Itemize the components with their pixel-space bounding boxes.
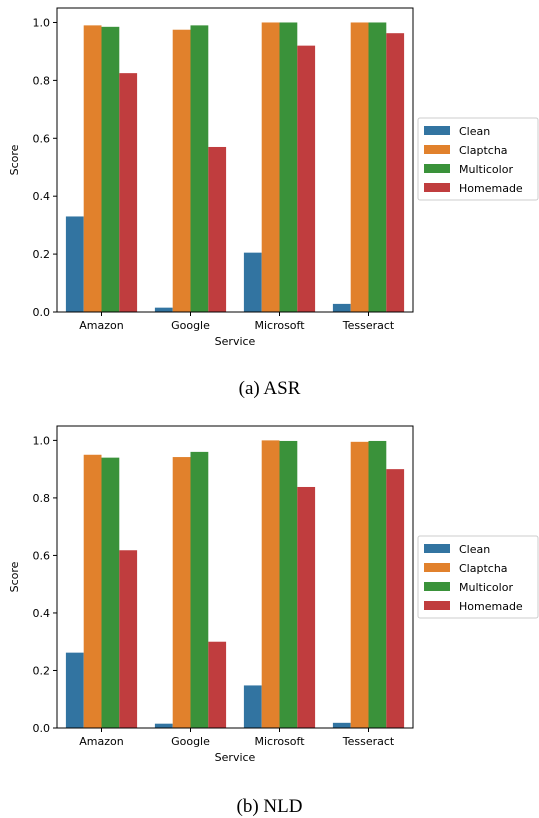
bar-homemade-microsoft [297, 45, 316, 313]
x-tick-label: Tesseract [342, 735, 395, 748]
bar-clean-google [154, 723, 173, 728]
y-tick-label: 0.2 [33, 664, 51, 677]
bar-homemade-google [208, 641, 227, 728]
y-tick-label: 1.0 [33, 434, 51, 447]
x-tick-label: Amazon [79, 319, 123, 332]
bar-homemade-microsoft [297, 486, 316, 728]
legend-swatch-claptcha [424, 563, 450, 572]
legend-swatch-multicolor [424, 164, 450, 173]
legend-swatch-clean [424, 544, 450, 553]
legend-swatch-claptcha [424, 145, 450, 154]
bar-claptcha-microsoft [261, 440, 280, 728]
legend-label-claptcha: Claptcha [459, 562, 508, 575]
y-tick-label: 0.4 [33, 607, 51, 620]
bar-clean-tesseract [332, 303, 351, 312]
bar-claptcha-amazon [83, 25, 102, 312]
y-axis-label: Score [8, 144, 21, 175]
y-tick-label: 0.8 [33, 492, 51, 505]
legend-label-clean: Clean [459, 125, 490, 138]
x-tick-label: Google [171, 735, 210, 748]
bar-homemade-google [208, 146, 227, 312]
legend-label-multicolor: Multicolor [459, 163, 513, 176]
y-tick-label: 0.6 [33, 132, 51, 145]
legend-swatch-clean [424, 126, 450, 135]
bar-clean-google [154, 307, 173, 312]
bar-clean-amazon [65, 652, 84, 728]
bar-multicolor-tesseract [368, 22, 387, 312]
bar-multicolor-tesseract [368, 440, 387, 728]
bar-multicolor-amazon [101, 26, 120, 312]
y-tick-label: 0.4 [33, 190, 51, 203]
legend-swatch-homemade [424, 183, 450, 192]
x-tick-label: Microsoft [254, 319, 305, 332]
bar-clean-microsoft [243, 252, 262, 312]
y-tick-label: 0.8 [33, 74, 51, 87]
legend-label-multicolor: Multicolor [459, 581, 513, 594]
legend-box [417, 535, 539, 619]
legend-swatch-multicolor [424, 582, 450, 591]
x-axis-label: Service [215, 751, 256, 764]
y-tick-label: 0.0 [33, 306, 51, 319]
plot-frame [56, 7, 414, 313]
y-tick-label: 0.6 [33, 549, 51, 562]
bar-homemade-tesseract [386, 469, 405, 728]
caption-nld: (b) NLD [236, 796, 303, 817]
bar-homemade-tesseract [386, 33, 405, 313]
bar-claptcha-tesseract [350, 441, 369, 728]
bar-homemade-amazon [119, 73, 138, 313]
y-axis-label: Score [8, 561, 21, 592]
bar-claptcha-amazon [83, 454, 102, 728]
plot-frame [56, 425, 414, 729]
legend-box [417, 117, 539, 201]
x-tick-label: Tesseract [342, 319, 395, 332]
legend-label-homemade: Homemade [459, 600, 523, 613]
legend-label-homemade: Homemade [459, 182, 523, 195]
bar-clean-tesseract [332, 722, 351, 728]
y-tick-label: 0.0 [33, 722, 51, 735]
legend-label-claptcha: Claptcha [459, 144, 508, 157]
y-tick-label: 0.2 [33, 248, 51, 261]
bar-claptcha-google [172, 457, 191, 728]
x-tick-label: Microsoft [254, 735, 305, 748]
bar-multicolor-google [190, 25, 209, 312]
legend-label-clean: Clean [459, 543, 490, 556]
bar-homemade-amazon [119, 550, 138, 728]
bar-multicolor-microsoft [279, 440, 298, 728]
x-tick-label: Amazon [79, 735, 123, 748]
bar-multicolor-google [190, 451, 209, 728]
caption-asr: (a) ASR [238, 378, 301, 399]
x-tick-label: Google [171, 319, 210, 332]
bar-multicolor-amazon [101, 457, 120, 728]
x-axis-label: Service [215, 335, 256, 348]
bar-claptcha-google [172, 29, 191, 312]
bar-claptcha-tesseract [350, 22, 369, 312]
bar-claptcha-microsoft [261, 22, 280, 312]
legend-swatch-homemade [424, 601, 450, 610]
y-tick-label: 1.0 [33, 16, 51, 29]
bar-clean-amazon [65, 216, 84, 312]
bar-clean-microsoft [243, 685, 262, 728]
bar-multicolor-microsoft [279, 22, 298, 312]
